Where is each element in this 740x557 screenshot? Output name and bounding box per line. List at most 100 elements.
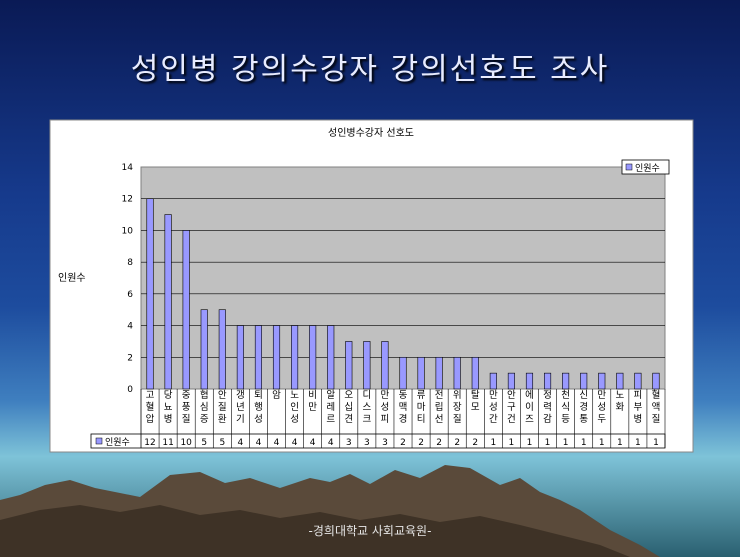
bar — [562, 372, 570, 390]
slide-title: 성인병 강의수강자 강의선호도 조사 — [130, 52, 610, 87]
bar — [471, 356, 479, 390]
category-labels: 고 혈 압 당 뇨 병 중 풍 질 협 심 증 안 질 환 갱 년 기 퇴 행 성 암 노 인 성 비 만 알 레 르 오 십 견 디 스 크 만 성 피 동… — [146, 389, 661, 425]
y-tick-label: 2 — [127, 353, 133, 363]
y-tick-label: 12 — [122, 195, 133, 205]
table-value: 5 — [201, 438, 207, 448]
bar — [236, 325, 244, 390]
table-value: 3 — [382, 438, 388, 448]
y-axis-ticks: 0 2 4 6 8 10 12 14 — [122, 163, 134, 395]
bar — [634, 372, 642, 390]
table-series-label: 인원수 — [105, 437, 130, 448]
table-value: 3 — [364, 438, 370, 448]
y-tick-label: 4 — [127, 322, 133, 332]
table-value: 1 — [599, 438, 605, 448]
table-value: 10 — [180, 438, 192, 448]
table-value: 5 — [219, 438, 225, 448]
bar — [309, 325, 317, 390]
y-tick-label: 8 — [127, 258, 133, 268]
table-value: 2 — [400, 438, 406, 448]
table-value: 1 — [653, 438, 659, 448]
table-value: 1 — [527, 438, 533, 448]
bar — [272, 325, 281, 390]
table-value: 1 — [545, 438, 551, 448]
bar — [345, 341, 353, 390]
mountain-silhouette — [0, 465, 660, 557]
table-value: 3 — [346, 438, 352, 448]
bar-series — [146, 198, 660, 390]
bar — [327, 325, 335, 390]
table-value: 1 — [617, 438, 623, 448]
y-axis-label: 인원수 — [58, 272, 86, 284]
bar — [218, 309, 226, 390]
category-label: 암 — [272, 389, 281, 401]
table-value: 2 — [418, 438, 424, 448]
bar — [291, 325, 299, 390]
table-value: 4 — [274, 438, 280, 448]
bar — [399, 356, 407, 390]
bar — [182, 230, 190, 390]
table-value: 2 — [436, 438, 442, 448]
legend-label: 인원수 — [635, 163, 660, 174]
y-tick-label: 0 — [127, 385, 133, 395]
bar — [435, 356, 443, 390]
table-value: 4 — [238, 438, 244, 448]
table-value: 1 — [490, 438, 496, 448]
plot-area — [140, 166, 666, 390]
bar — [146, 198, 154, 390]
legend: 인원수 — [621, 159, 670, 175]
table-value: 4 — [256, 438, 262, 448]
bar — [598, 372, 606, 390]
bar — [580, 372, 588, 390]
bar — [254, 325, 263, 390]
bar — [453, 356, 461, 390]
bar — [652, 372, 660, 390]
table-value: 4 — [292, 438, 298, 448]
bar — [381, 341, 389, 390]
bar — [363, 341, 371, 390]
table-value: 1 — [509, 438, 515, 448]
bar — [200, 309, 208, 390]
bar — [543, 372, 552, 390]
bar — [525, 372, 534, 390]
bar — [489, 372, 497, 390]
bar — [164, 214, 172, 390]
table-value: 1 — [563, 438, 569, 448]
table-value: 4 — [328, 438, 334, 448]
table-value: 2 — [454, 438, 460, 448]
chart-title: 성인병수강자 선호도 — [328, 127, 414, 139]
table-value: 11 — [162, 438, 173, 448]
legend-swatch — [625, 163, 633, 171]
table-value: 1 — [581, 438, 587, 448]
data-table: 인원수 12 11 10 5 5 4 4 4 4 4 4 3 3 3 2 2 2 2 2 1 1 1 1 1 1 1 1 1 1 — [90, 389, 666, 449]
footer-text: -경희대학교 사회교육원- — [308, 524, 432, 538]
bar — [417, 356, 425, 390]
bar — [507, 372, 515, 390]
